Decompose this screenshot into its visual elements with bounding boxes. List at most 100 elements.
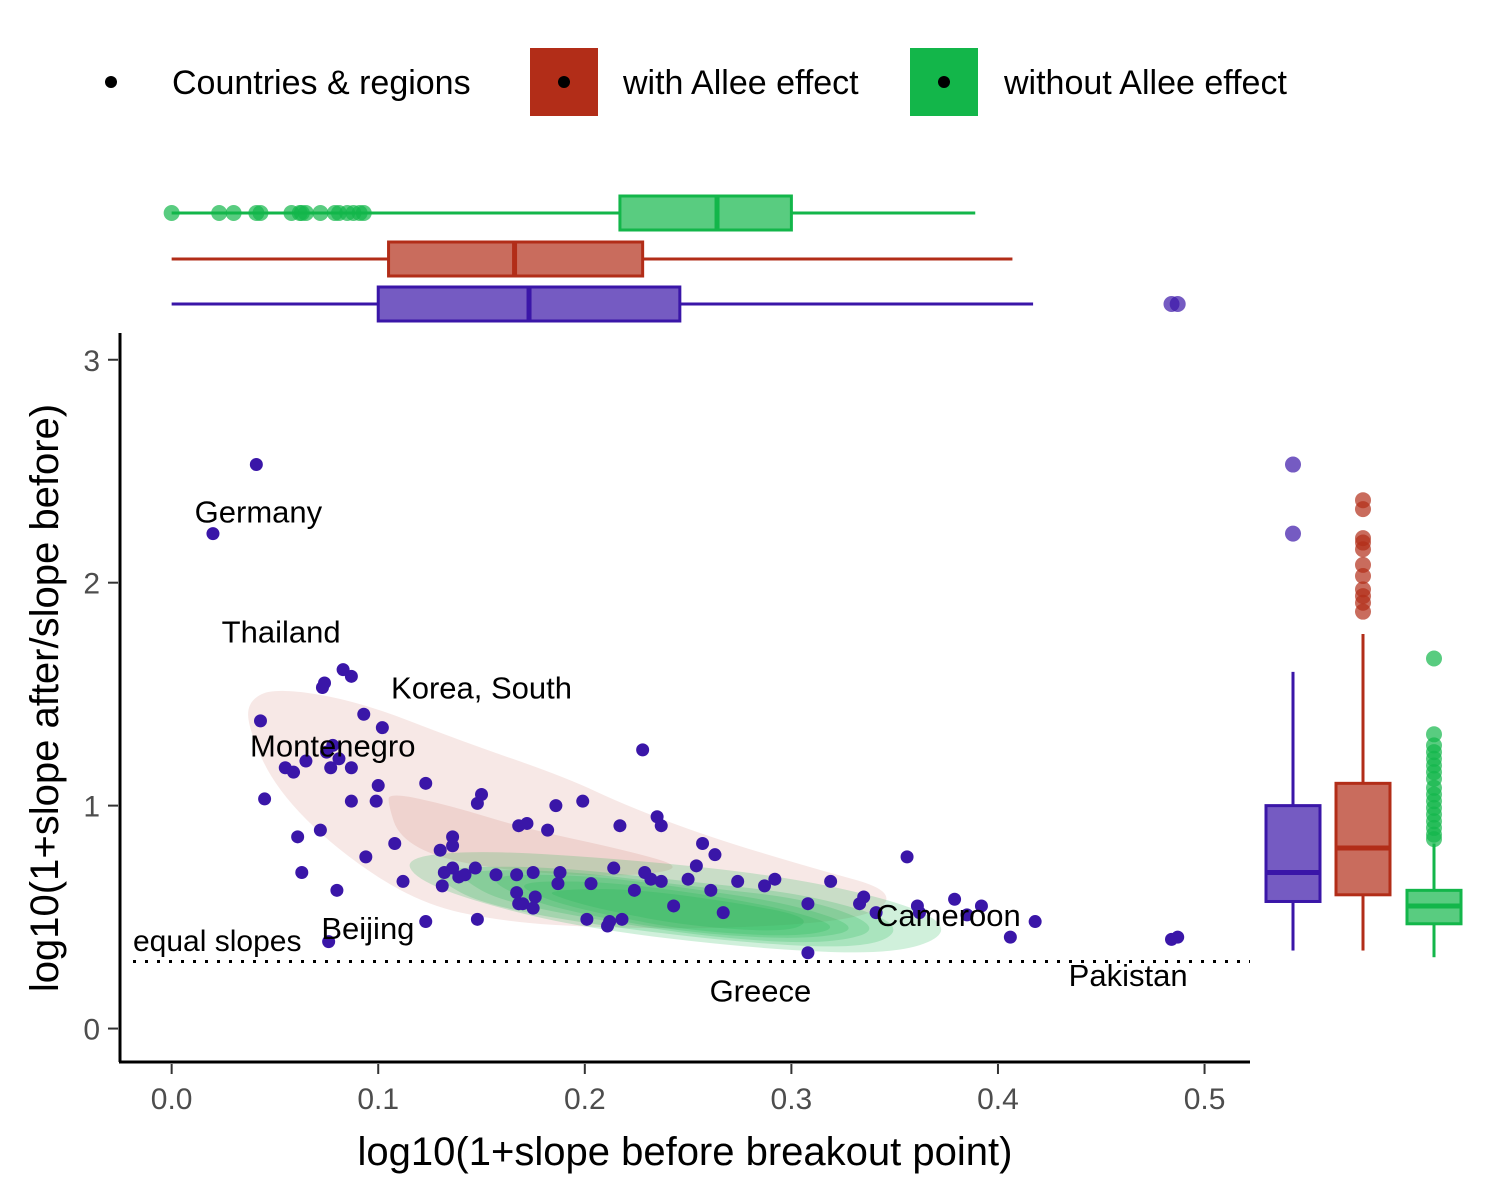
y-tick-label: 1	[83, 791, 100, 824]
scatter-point	[357, 707, 371, 721]
scatter-point	[1028, 915, 1042, 929]
scatter-point	[253, 714, 267, 728]
scatter-point	[330, 883, 344, 897]
scatter-point	[320, 745, 334, 759]
point-annotation: Cameroon	[876, 898, 1021, 933]
top-box-outlier	[252, 205, 269, 221]
top-box-outlier	[355, 205, 372, 221]
density-without-allee-region	[462, 870, 870, 943]
scatter-point	[613, 819, 627, 833]
density-without-allee-region	[438, 866, 894, 947]
scatter-point	[344, 669, 358, 683]
scatter-point	[206, 527, 220, 541]
right-box	[1264, 804, 1322, 903]
scatter-point	[603, 915, 617, 929]
x-tick-label: 0.0	[151, 1083, 193, 1116]
scatter-point	[644, 872, 658, 886]
scatter-point	[510, 886, 524, 900]
y-axis-title: log10(1+slope after/slope before)	[23, 404, 67, 992]
equal-slopes-reference: equal slopes	[133, 925, 1250, 963]
scatter-point	[654, 874, 668, 888]
scatter-point	[396, 874, 410, 888]
scatter-point	[458, 868, 472, 882]
legend-key-with-allee-dot	[558, 76, 570, 88]
top-marginal-boxplots	[163, 194, 1186, 323]
top-box-outlier	[163, 205, 180, 221]
right-box-outlier	[1426, 726, 1442, 743]
scatter-point	[433, 843, 447, 857]
scatter-point	[332, 752, 346, 766]
scatter-point	[287, 765, 301, 779]
top-box-outlier	[1169, 296, 1186, 312]
point-annotation: Greece	[710, 974, 812, 1009]
scatter-point	[324, 761, 338, 775]
scatter-point	[948, 892, 962, 906]
scatter-point	[446, 830, 460, 844]
scatter-point	[627, 883, 641, 897]
scatter-point	[960, 908, 974, 922]
right-box	[1334, 781, 1392, 897]
x-axis-ticks: 0.0 0.1 0.2 0.3 0.4 0.5	[151, 1064, 1226, 1116]
x-tick-label: 0.5	[1184, 1083, 1226, 1116]
scatter-point	[468, 861, 482, 875]
x-tick-label: 0.3	[771, 1083, 813, 1116]
density-with-allee-region	[248, 690, 887, 929]
scatter-point	[249, 458, 263, 472]
x-tick-label: 0.2	[564, 1083, 606, 1116]
scatter-point	[526, 866, 540, 880]
scatter-point	[510, 868, 524, 882]
scatter-point	[584, 877, 598, 891]
scatter-point	[689, 859, 703, 873]
scatter-point	[388, 837, 402, 851]
equal-slopes-label: equal slopes	[133, 925, 301, 958]
scatter-point	[371, 779, 385, 793]
scatter-point	[512, 897, 526, 911]
scatter-point	[541, 823, 555, 837]
scatter-point	[295, 866, 309, 880]
right-box-outlier	[1426, 650, 1442, 667]
scatter-points	[206, 458, 1185, 960]
scatter-point	[520, 816, 534, 830]
legend-label-with-allee: with Allee effect	[622, 64, 859, 102]
legend-label-without-allee: without Allee effect	[1003, 64, 1287, 102]
right-box-outlier	[1355, 581, 1371, 598]
point-annotation: Beijing	[321, 911, 414, 946]
scatter-point	[315, 680, 329, 694]
point-annotation: Montenegro	[250, 728, 415, 763]
y-axis-ticks: 0 1 2 3	[83, 345, 118, 1047]
scatter-point	[974, 899, 988, 913]
scatter-point	[435, 879, 449, 893]
point-annotation: Pakistan	[1069, 958, 1188, 993]
scatter-point	[912, 906, 926, 920]
scatter-point	[369, 794, 383, 808]
scatter-point	[549, 799, 563, 813]
scatter-point	[869, 906, 883, 920]
legend: Countries & regions with Allee effect wi…	[105, 48, 1287, 116]
scatter-point	[470, 796, 484, 810]
point-annotation: Thailand	[222, 615, 341, 650]
scatter-point	[359, 850, 373, 864]
y-tick-label: 0	[83, 1014, 100, 1047]
scatter-point	[615, 912, 629, 926]
scatter-point	[528, 890, 542, 904]
scatter-point	[654, 819, 668, 833]
scatter-point	[299, 754, 313, 768]
scatter-point	[824, 874, 838, 888]
scatter-point	[313, 823, 327, 837]
right-marginal-boxplots	[1264, 456, 1463, 958]
right-box-outlier	[1285, 456, 1301, 473]
scatter-point	[731, 874, 745, 888]
top-box-outlier	[211, 205, 228, 221]
scatter-point	[704, 883, 718, 897]
right-box-outlier	[1355, 568, 1371, 584]
scatter-point	[322, 935, 336, 949]
scatter-point	[375, 721, 389, 735]
density-with-allee-region	[388, 795, 673, 876]
scatter-point	[768, 872, 782, 886]
scatter-point	[258, 792, 272, 806]
x-axis-title: log10(1+slope before breakout point)	[358, 1130, 1013, 1174]
top-box	[618, 194, 793, 232]
scatter-point	[667, 899, 681, 913]
y-tick-label: 2	[83, 568, 100, 601]
